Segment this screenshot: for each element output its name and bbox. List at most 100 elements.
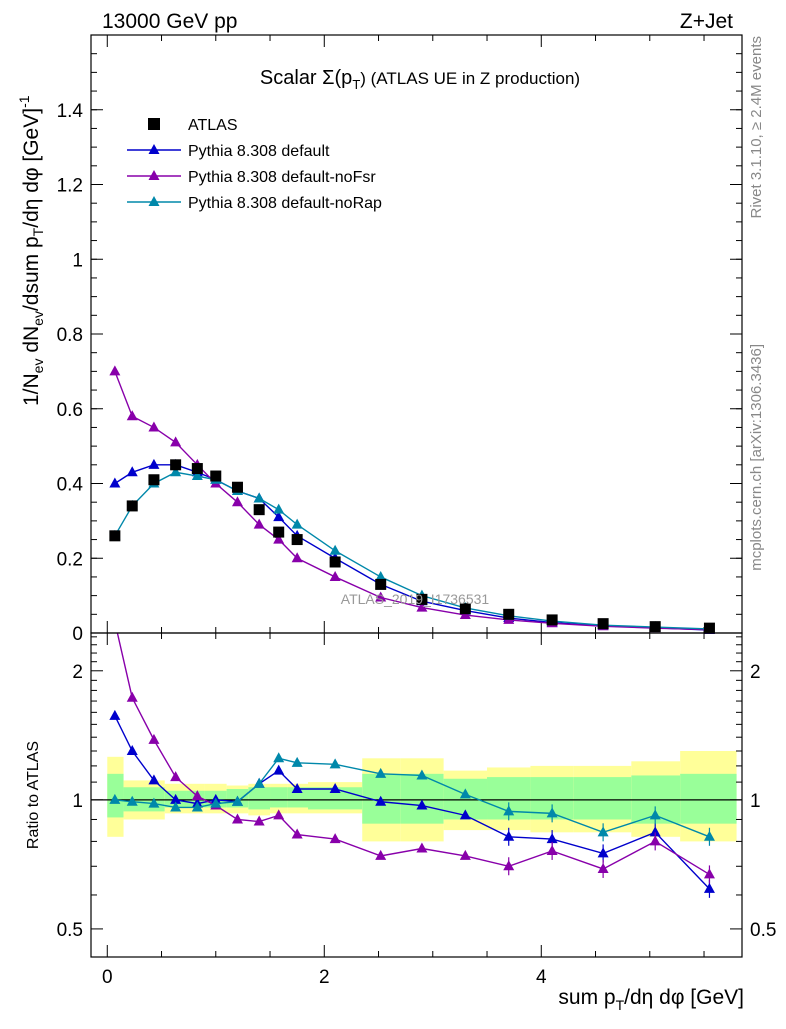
series-marker [253,492,265,503]
ratio-marker [703,882,715,893]
legend-marker [148,196,160,206]
series-marker [109,365,121,376]
ratio-marker [375,767,387,778]
ratio-marker [703,830,715,841]
atlas-data-point [191,463,203,475]
ratio-y-tick-label: 1 [72,791,83,812]
ratio-marker [459,849,471,860]
x-tick-label: 4 [536,967,547,988]
series-marker [273,533,285,544]
y-tick-label: 0 [72,624,83,645]
x-tick-label: 2 [319,967,330,988]
ratio-plot: 0.5 0.5 1 1 2 2 0 2 4 [57,632,776,988]
atlas-data-point [329,556,341,568]
uncertainty-bands [91,750,742,842]
legend-label: Pythia 8.308 default-noRap [188,195,382,212]
ratio-marker [329,758,341,769]
atlas-data-point [375,578,387,590]
y-tick-label: 1.2 [57,176,83,197]
series-marker [253,518,265,529]
atlas-data-point [126,500,138,512]
rivet-label: Rivet 3.1.10, ≥ 2.4M events [748,36,765,219]
ratio-marker [597,826,609,837]
ratio-marker [291,828,303,839]
ratio-marker [148,774,160,785]
ratio-marker [546,844,558,855]
y-tick-label: 0.8 [57,325,83,346]
series-marker [291,518,303,529]
ratio-marker [291,783,303,794]
ratio-marker [231,813,243,824]
chart-title: Scalar Σ(pT) (ATLAS UE in Z production) [260,67,580,92]
ratio-plot-ticks: 0.5 0.5 1 1 2 2 0 2 4 [57,633,776,988]
ratio-y-axis-title: Ratio to ATLAS [25,741,42,849]
atlas-data-point [273,526,285,538]
ratio-marker [109,793,121,804]
ratio-marker [170,793,182,804]
series-marker [273,503,285,514]
ratio-marker [126,744,138,755]
ratio-marker [416,769,428,780]
ratio-marker [329,783,341,794]
ratio-marker [273,752,285,763]
ratio-marker [649,809,661,820]
atlas-data-point [416,593,428,605]
y-axis-title: 1/Nev dNev/dsum pT/dη dφ [GeV]-1 [16,95,46,406]
ratio-marker [170,771,182,782]
atlas-data-point [649,621,661,633]
y-tick-label: 0.2 [57,549,83,570]
y-tick-label: 1 [72,250,83,271]
atlas-data-point [231,481,243,493]
legend-marker [148,170,160,180]
ratio-y-tick-label-right: 2 [750,662,761,683]
atlas-data-point [291,534,303,546]
series-marker [109,477,121,488]
mcplots-label: mcplots.cern.ch [arXiv:1306.3436] [748,344,765,571]
y-tick-label: 0.6 [57,400,83,421]
ratio-marker [210,797,222,808]
uncertainty-band-inner [573,777,632,820]
x-axis-title: sum pT/dη dφ [GeV] [558,986,744,1013]
series-marker [416,601,428,612]
series-marker [148,458,160,469]
legend-label: Pythia 8.308 default [188,143,330,160]
series-marker [375,570,387,581]
ratio-marker [148,797,160,808]
ratio-marker [273,764,285,775]
legend-label: Pythia 8.308 default-noFsr [188,169,376,186]
y-tick-label: 1.4 [57,101,84,122]
ratio-marker [126,795,138,806]
ratio-marker [649,826,661,837]
atlas-data-point [170,459,182,471]
series-marker [329,544,341,555]
ratio-marker [546,833,558,844]
legend-marker-atlas [148,118,160,130]
ratio-marker [231,795,243,806]
ratio-y-tick-label-right: 1 [750,791,761,812]
ratio-marker [291,756,303,767]
ratio-marker [329,833,341,844]
series-marker [126,410,138,421]
atlas-data-point [148,474,160,486]
ratio-marker [170,801,182,812]
ratio-plot-frame [90,632,743,958]
ratio-marker [253,815,265,826]
atlas-data-point [597,618,609,630]
ratio-marker [126,691,138,702]
uncertainty-band-inner [680,773,737,824]
ratio-series-group [109,633,715,898]
atlas-data-point [703,622,715,634]
ratio-y-tick-label: 0.5 [57,920,83,941]
ratio-marker [375,795,387,806]
ratio-marker [459,809,471,820]
ratio-marker [546,807,558,818]
uncertainty-band-inner [400,773,444,824]
series-marker [375,591,387,602]
atlas-data-point [503,608,515,620]
ratio-marker [597,847,609,858]
ratio-plot-series [109,633,715,898]
ratio-marker [253,777,265,788]
y-tick-label: 0.4 [57,475,84,496]
main-plot-series [109,365,715,635]
legend-marker [148,144,160,154]
